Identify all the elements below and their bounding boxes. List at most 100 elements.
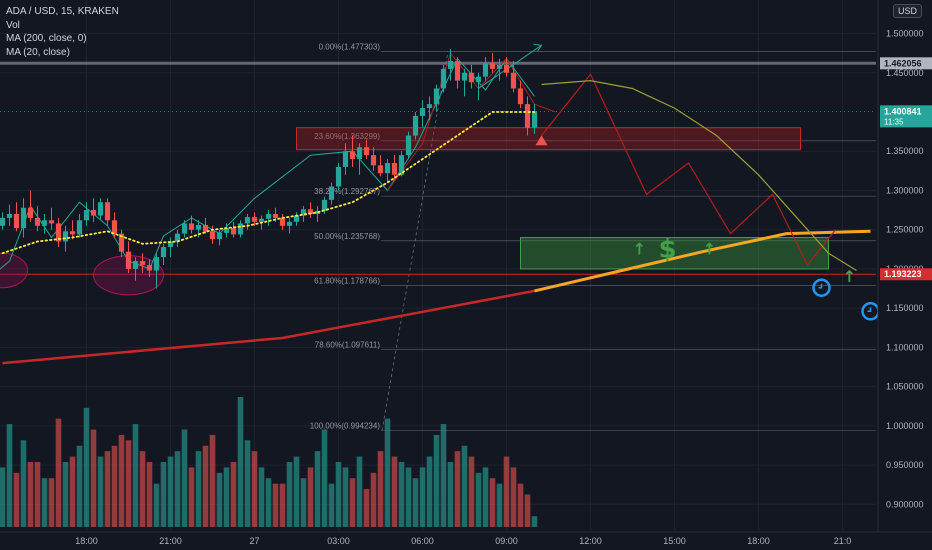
candle-body — [419, 108, 426, 116]
volume-bar — [272, 483, 279, 527]
indicator-ma20[interactable]: MA (20, close) — [6, 46, 70, 58]
candle-body — [27, 207, 34, 218]
candle-body — [503, 64, 510, 73]
candle-body — [475, 76, 482, 83]
volume-bar — [349, 478, 356, 527]
candle-body — [342, 151, 349, 167]
volume-bar — [244, 440, 251, 527]
time-axis-label: 09:00 — [495, 536, 518, 546]
volume-bar — [111, 445, 118, 527]
volume-bar — [496, 483, 503, 527]
volume-bar — [503, 456, 510, 527]
fib-level-label: 78.60%(1.097611) — [315, 340, 381, 349]
volume-bar — [279, 483, 286, 527]
volume-bar — [293, 456, 300, 527]
volume-bar — [447, 462, 454, 527]
projection-curve — [541, 79, 857, 272]
chart-legend: ADA / USD, 15, KRAKEN Vol MA (200, close… — [6, 5, 119, 59]
volume-bar — [251, 451, 258, 527]
volume-bar — [34, 462, 41, 527]
candle-body — [293, 215, 300, 222]
price-axis-label: 1.350000 — [886, 146, 924, 156]
ma200-projection-line — [534, 229, 871, 293]
price-axis-label: 1.250000 — [886, 225, 924, 235]
candle-body — [412, 115, 419, 136]
price-axis-label: 1.300000 — [886, 185, 924, 195]
arrow-up-icon: ↑ — [843, 267, 856, 286]
candle-body — [13, 214, 20, 229]
candle-body — [153, 257, 160, 271]
volume-bar — [20, 440, 27, 527]
price-axis-label: 1.150000 — [886, 303, 924, 313]
candle-body — [524, 104, 531, 128]
price-badge-text: 1.462056 — [884, 58, 922, 68]
volume-bar — [237, 397, 244, 527]
volume-bar — [391, 456, 398, 527]
volume-bar — [363, 489, 370, 527]
volume-bar — [517, 483, 524, 527]
time-axis-label: 12:00 — [579, 536, 602, 546]
volume-bar — [405, 467, 412, 527]
candle-body — [181, 223, 188, 234]
currency-button[interactable]: USD — [893, 4, 923, 18]
candle-body — [132, 261, 139, 269]
volume-bar — [370, 472, 377, 527]
volume-bar — [489, 478, 496, 527]
fib-level-label: 100.00%(0.994234) — [310, 421, 381, 430]
volume-bar — [412, 478, 419, 527]
volume-bar — [83, 407, 90, 527]
volume-bar — [314, 451, 321, 527]
time-axis-label: 21:0 — [834, 536, 852, 546]
price-axis-label: 1.000000 — [886, 421, 924, 431]
candle-body — [300, 209, 307, 216]
candle-body — [377, 165, 384, 174]
candle-body — [69, 231, 76, 235]
price-axis-label: 1.450000 — [886, 68, 924, 78]
volume-bar — [258, 467, 265, 527]
volume-bar — [174, 451, 181, 527]
candle-body — [139, 261, 146, 265]
candle-body — [321, 199, 328, 211]
time-axis-label: 18:00 — [75, 536, 98, 546]
time-axis-label: 18:00 — [747, 536, 770, 546]
candle-body — [307, 209, 314, 214]
candle-body — [174, 233, 181, 242]
fib-level-label: 50.00%(1.235768) — [314, 232, 380, 241]
volume-bar — [181, 429, 188, 527]
candle-body — [125, 251, 132, 269]
fib-level-label: 23.60%(1.363299) — [314, 132, 380, 141]
volume-bar — [230, 462, 237, 527]
volume-bar — [6, 424, 13, 527]
candle-body — [20, 207, 27, 229]
symbol-title[interactable]: ADA / USD, 15, KRAKEN — [6, 6, 119, 17]
candle-body — [356, 147, 363, 160]
price-axis-label: 1.100000 — [886, 342, 924, 352]
candle-body — [6, 214, 13, 218]
indicator-ma200[interactable]: MA (200, close, 0) — [6, 33, 87, 44]
candle-body — [349, 151, 356, 160]
price-badge-top — [880, 57, 932, 70]
time-axis-label: 21:00 — [159, 536, 182, 546]
candle-body — [454, 61, 461, 81]
indicator-vol[interactable]: Vol — [6, 19, 20, 31]
volume-bar — [90, 429, 97, 527]
volume-bar — [0, 467, 6, 527]
candle-body — [195, 224, 202, 230]
volume-bar — [76, 445, 83, 527]
candle-body — [167, 241, 174, 247]
candle-body — [76, 220, 83, 235]
candle-body — [41, 220, 48, 226]
candle-body — [160, 246, 167, 258]
candle-body — [97, 202, 104, 216]
volume-bar — [461, 445, 468, 527]
candle-body — [384, 163, 391, 174]
candle-body — [335, 166, 342, 187]
volume-bar — [454, 451, 461, 527]
candle-body — [398, 155, 405, 175]
arrow-up-icon: ↑ — [633, 239, 646, 258]
volume-bar — [433, 434, 440, 527]
resistance-zone — [296, 127, 801, 151]
time-axis-label: 27 — [249, 536, 259, 546]
candle-body — [265, 214, 272, 219]
